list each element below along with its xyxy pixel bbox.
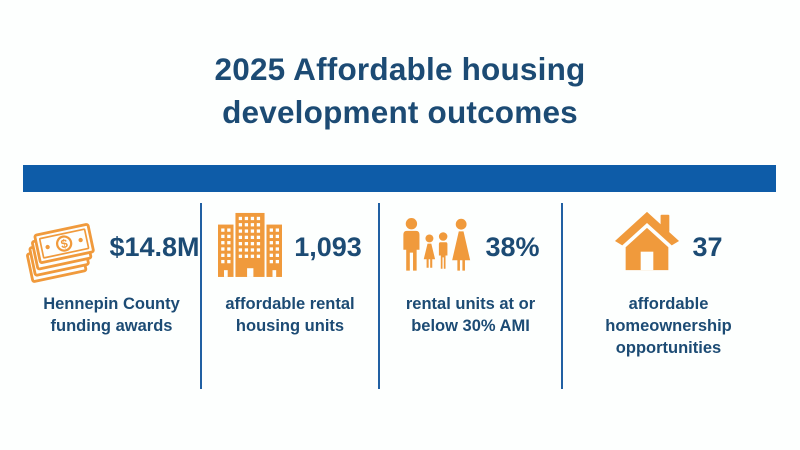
stat-label: affordable homeownership opportunities [605, 295, 732, 357]
apartment-buildings-icon [218, 209, 283, 282]
stat-icon-value-row: 1,093 [218, 203, 362, 291]
stat-value: 37 [692, 231, 723, 262]
money-stack-icon: $ [23, 222, 97, 288]
page-title-line-2: development outcomes [222, 94, 578, 130]
stat-label: Hennepin County funding awards [43, 295, 180, 335]
stat-icon-value-row: 38% [401, 203, 540, 291]
stat-homeownership: 37 affordable homeownership opportunitie… [563, 203, 774, 389]
page-title-line-1: 2025 Affordable housing [214, 51, 586, 87]
page-title: 2025 Affordable housing development outc… [0, 48, 800, 134]
stats-row: $ $14.8M Hennepin County funding awards [23, 203, 776, 389]
stat-label: affordable rental housing units [225, 295, 355, 335]
stat-ami-share: 38% rental units at or below 30% AMI [380, 203, 563, 389]
stat-value: 38% [485, 231, 540, 262]
svg-text:$: $ [60, 236, 70, 251]
stat-label: rental units at or below 30% AMI [405, 295, 536, 335]
stat-icon-value-row: $ $14.8M [23, 203, 200, 291]
header-accent-bar [23, 165, 776, 192]
stat-value: 1,093 [294, 231, 362, 262]
family-icon [401, 217, 473, 280]
house-icon [614, 210, 680, 277]
stat-funding-awards: $ $14.8M Hennepin County funding awards [23, 203, 202, 389]
stat-rental-units: 1,093 affordable rental housing units [202, 203, 380, 389]
stat-value: $14.8M [109, 231, 200, 262]
stat-icon-value-row: 37 [614, 203, 723, 291]
